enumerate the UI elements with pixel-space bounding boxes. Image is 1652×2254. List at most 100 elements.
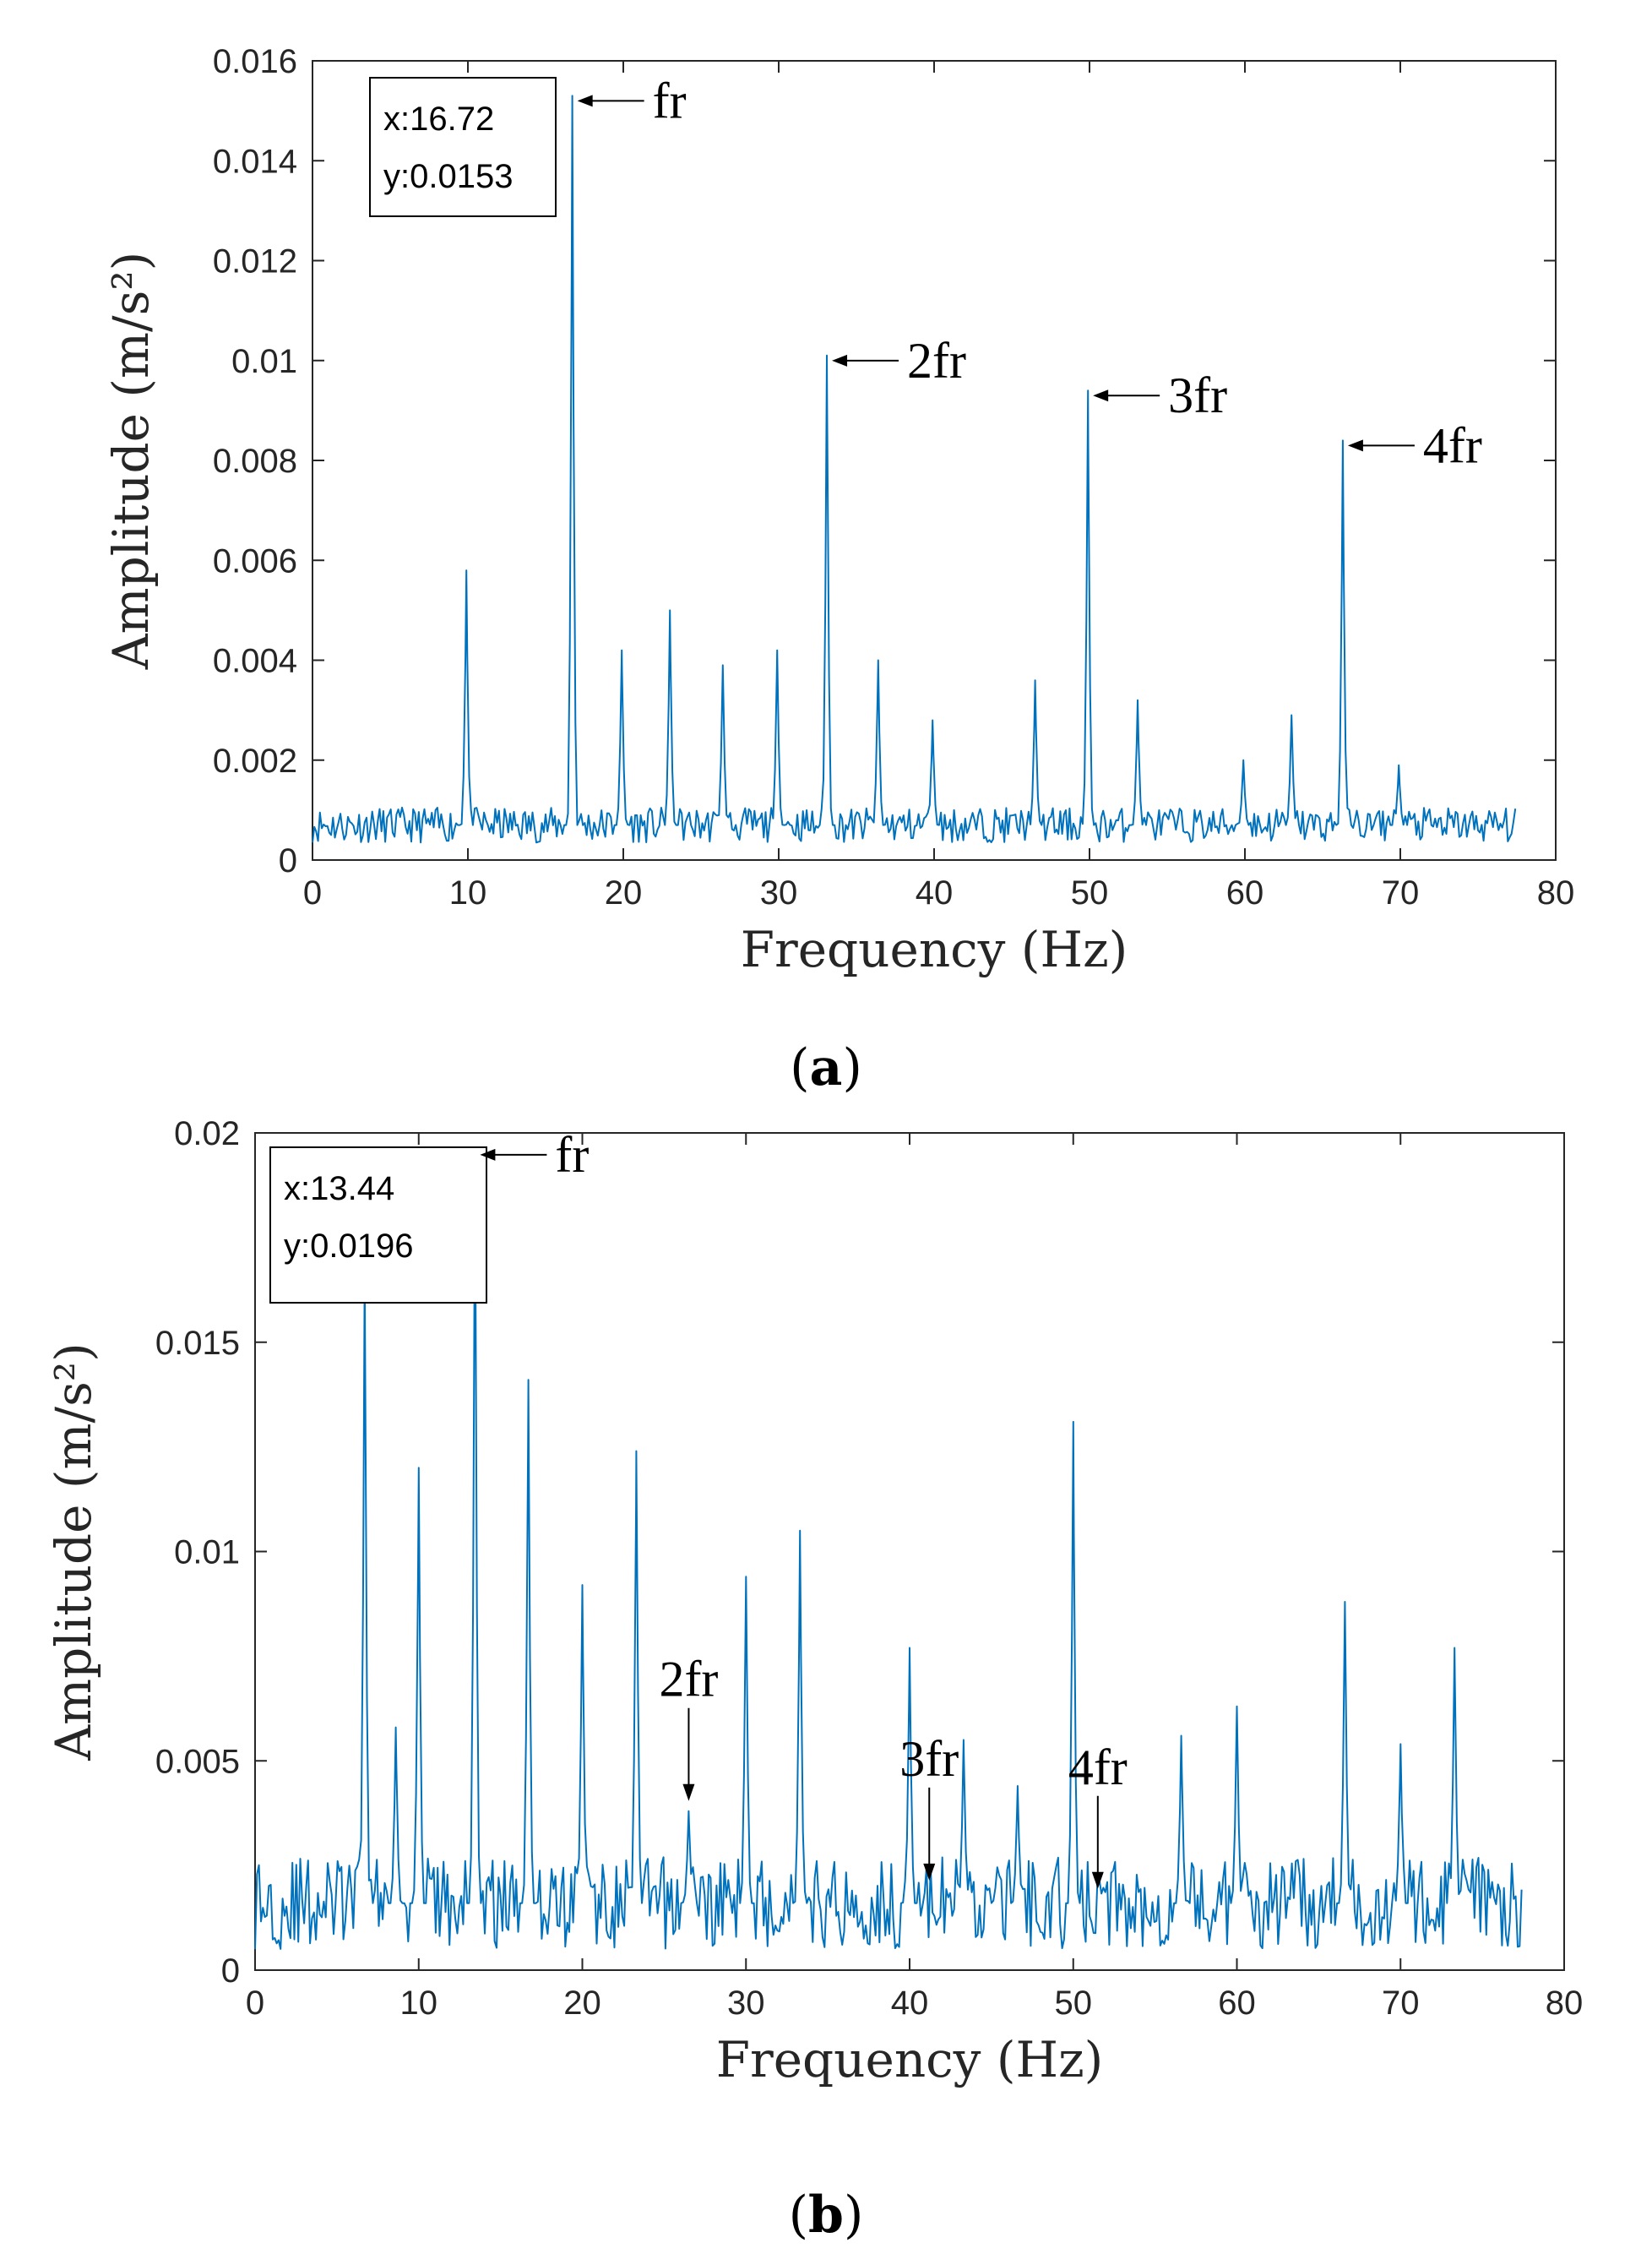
x-tick-label: 50 — [1055, 1984, 1093, 2022]
annotation-label: 2fr — [907, 333, 966, 389]
x-tick-label: 60 — [1226, 874, 1264, 912]
y-tick-label: 0.015 — [155, 1325, 240, 1362]
peak-point — [465, 569, 468, 572]
arrow-head — [832, 354, 848, 367]
peak-point — [394, 1726, 398, 1729]
y-tick-label: 0.008 — [213, 443, 297, 480]
annotation-3fr: 3fr — [1093, 368, 1227, 423]
peak-point — [1341, 438, 1345, 442]
y-tick-label: 0 — [279, 842, 297, 879]
datatip-x: x:13.44 — [284, 1170, 394, 1207]
peak-point — [527, 1378, 530, 1381]
peak-point — [1242, 759, 1245, 762]
peak-point — [1034, 678, 1037, 682]
x-axis-label: Frequency (Hz) — [741, 921, 1128, 978]
x-tick-label: 30 — [760, 874, 798, 912]
y-tick-label: 0.01 — [174, 1534, 240, 1571]
annotation-label: 4fr — [1068, 1740, 1128, 1795]
peak-point — [775, 649, 779, 652]
x-tick-label: 80 — [1546, 1984, 1584, 2022]
x-axis-label: Frequency (Hz) — [716, 2031, 1104, 2088]
datatip-box — [369, 77, 557, 217]
x-tick-label: 20 — [563, 1984, 601, 2022]
annotation-2fr: 2fr — [659, 1652, 718, 1801]
x-tick-label: 10 — [449, 874, 487, 912]
peak-point — [1086, 389, 1090, 392]
peak-point — [571, 94, 574, 97]
peak-point — [620, 649, 623, 652]
datatip-y: y:0.0153 — [383, 158, 513, 195]
peak-point — [1180, 1734, 1183, 1738]
arrow-head — [1347, 439, 1363, 452]
y-tick-label: 0.006 — [213, 542, 297, 580]
arrow-head — [1093, 389, 1109, 402]
arrow-head — [480, 1148, 496, 1161]
annotation-label: 2fr — [659, 1652, 718, 1707]
y-tick-label: 0.005 — [155, 1743, 240, 1780]
peak-point — [634, 1450, 638, 1453]
x-tick-label: 30 — [727, 1984, 765, 2022]
x-tick-label: 70 — [1382, 1984, 1420, 2022]
peak-point — [668, 608, 671, 612]
peak-point — [1343, 1600, 1346, 1603]
peak-point — [908, 1646, 911, 1649]
y-axis-label: Amplitude (m/s²) — [102, 252, 160, 670]
peak-point — [825, 354, 829, 357]
peak-point — [1236, 1705, 1239, 1708]
annotation-label: fr — [555, 1127, 589, 1183]
x-tick-label: 10 — [400, 1984, 438, 2022]
peak-point — [721, 663, 725, 667]
y-tick-label: 0.01 — [231, 343, 297, 380]
panel-a-caption: (a) — [790, 1038, 862, 1097]
annotation-label: fr — [653, 73, 687, 128]
peak-point — [1016, 1784, 1019, 1788]
peak-point — [744, 1575, 747, 1578]
annotation-label: 3fr — [1168, 368, 1227, 423]
peak-point — [1453, 1646, 1456, 1649]
arrow-head — [1091, 1871, 1104, 1889]
annotation-fr: fr — [480, 1127, 589, 1183]
spectrum-line — [254, 1148, 1523, 1950]
annotation-fr: fr — [577, 73, 687, 128]
datatip-x: x:16.72 — [383, 101, 494, 138]
arrow-head — [682, 1783, 695, 1801]
annotation-2fr: 2fr — [832, 333, 966, 389]
peak-point — [1136, 699, 1139, 702]
datatip-y: y:0.0196 — [284, 1228, 413, 1265]
x-tick-label: 50 — [1071, 874, 1109, 912]
y-tick-label: 0.012 — [213, 243, 297, 280]
panel-b-chart: 0 10 20 30 40 50 60 70 80 0 0.005 0.01 0.015 0.02 Freq… — [45, 1115, 1583, 2088]
y-tick-label: 0 — [221, 1952, 240, 1990]
peak-point — [798, 1529, 802, 1533]
arrow-head — [577, 95, 593, 107]
peak-point — [581, 1583, 584, 1587]
y-tick-label: 0.004 — [213, 643, 297, 680]
peak-point — [1290, 714, 1293, 717]
y-tick-label: 0.014 — [213, 143, 297, 180]
x-tick-label: 80 — [1537, 874, 1575, 912]
x-tick-label: 20 — [605, 874, 643, 912]
peak-point — [1399, 1742, 1402, 1745]
y-tick-label: 0.016 — [213, 43, 297, 80]
peak-point — [1397, 764, 1400, 767]
annotation-label: 4fr — [1423, 417, 1482, 473]
annotation-4fr: 4fr — [1068, 1740, 1128, 1889]
datatip-box — [269, 1146, 487, 1304]
annotation-4fr: 4fr — [1347, 417, 1482, 473]
peak-point — [877, 659, 880, 662]
x-tick-label: 60 — [1218, 1984, 1256, 2022]
spectrum-line — [312, 95, 1517, 844]
x-tick-label: 40 — [891, 1984, 929, 2022]
x-tick-label: 70 — [1382, 874, 1420, 912]
annotation-3fr: 3fr — [899, 1731, 959, 1881]
peak-point — [687, 1810, 690, 1813]
y-tick-label: 0.02 — [174, 1115, 240, 1152]
peak-point — [417, 1466, 421, 1469]
y-tick-label: 0.002 — [213, 743, 297, 780]
x-tick-label: 0 — [303, 874, 322, 912]
panel-a-chart: 0 10 20 30 40 50 60 70 80 0 0.002 0.004 0.006 0.008 0.… — [102, 43, 1574, 978]
panel-b-caption: (b) — [789, 2186, 864, 2245]
annotation-label: 3fr — [899, 1731, 959, 1787]
peak-point — [931, 718, 934, 721]
x-tick-label: 0 — [246, 1984, 264, 2022]
